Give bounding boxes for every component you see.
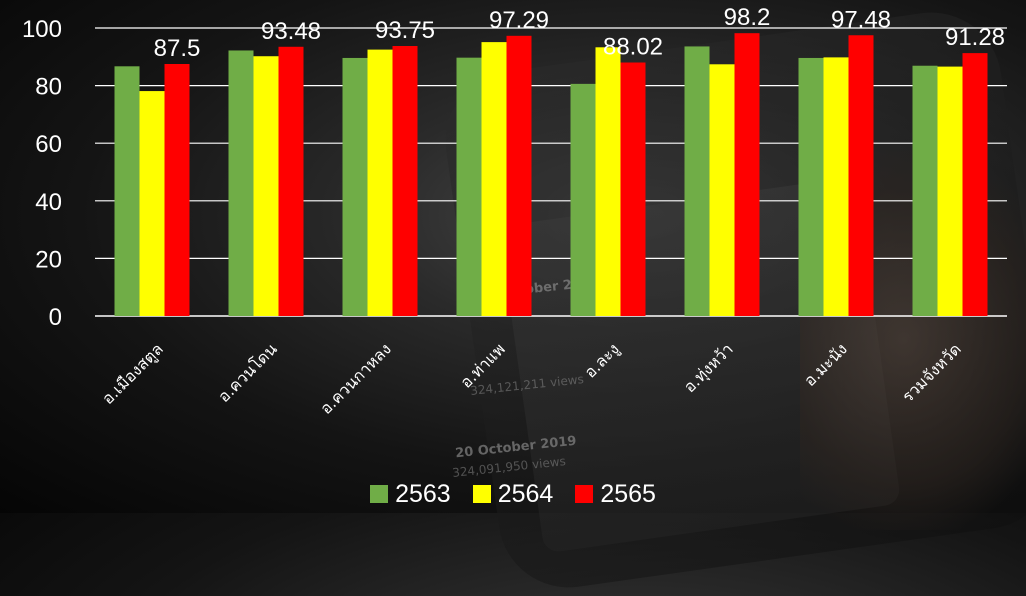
data-label: 97.48	[831, 6, 891, 33]
bar-2565	[392, 46, 418, 316]
legend-swatch	[370, 485, 389, 503]
x-tick-label: อ.ควนกาหลง	[316, 339, 395, 418]
bar-2564	[367, 49, 393, 316]
x-tick-label: อ.เมืองสตูล	[98, 339, 167, 408]
bar-2563	[570, 83, 596, 316]
y-tick-label: 60	[35, 131, 62, 158]
data-label: 87.5	[154, 35, 201, 62]
legend-swatch	[472, 485, 491, 503]
x-tick-label: อ.ละงู	[580, 339, 623, 382]
bar-2565	[962, 53, 988, 317]
bar-2563	[342, 57, 368, 317]
legend-item-2563: 2563	[370, 480, 451, 509]
x-tick-label: อ.มะนัง	[800, 339, 851, 390]
bar-2565	[506, 35, 532, 316]
bar-chart: 0 20 40 60 80 100 87.5 93.48 93.75 97.29 88.02 98.2…	[22, 4, 1005, 418]
bar-2563	[114, 66, 140, 316]
bar-2564	[823, 57, 849, 316]
data-label: 98.2	[724, 4, 771, 31]
data-label: 97.29	[489, 7, 549, 34]
legend-item-2564: 2564	[472, 479, 554, 509]
x-tick-label: อ.ท่าแพ	[456, 339, 508, 391]
legend-item-2565: 2565	[575, 480, 656, 509]
bar-2565	[620, 62, 646, 317]
bar-2563	[228, 50, 254, 317]
bar-2564	[253, 56, 279, 316]
data-label: 88.02	[603, 34, 663, 61]
legend-label: 2564	[497, 479, 554, 508]
x-tick-label: รวมจังหวัด	[898, 339, 965, 406]
y-tick-label: 0	[49, 304, 62, 331]
legend-label: 2563	[395, 479, 451, 508]
bar-2565	[164, 64, 190, 316]
bar-2564	[709, 64, 735, 317]
y-tick-label: 20	[35, 246, 62, 273]
data-label: 93.75	[375, 17, 435, 44]
bar-2565	[848, 35, 874, 316]
y-tick-label: 80	[35, 74, 62, 101]
bar-2564	[481, 42, 507, 316]
bar-2565	[734, 33, 760, 317]
bar-2564	[937, 66, 963, 316]
legend-label: 2565	[600, 479, 656, 508]
legend-swatch	[575, 485, 594, 503]
bar-2563	[798, 57, 824, 317]
data-label: 93.48	[261, 18, 321, 45]
x-tick-label: อ.ทุ่งหว้า	[680, 339, 738, 397]
data-label: 91.28	[945, 24, 1005, 51]
bar-2564	[139, 91, 165, 317]
chart-legend: 2563 2564 2565	[0, 478, 1026, 510]
bar-2563	[912, 65, 938, 316]
bar-2563	[684, 46, 710, 316]
y-tick-label: 100	[22, 16, 62, 43]
x-tick-label: อ.ควนโดน	[214, 339, 281, 406]
bar-2564	[595, 47, 621, 317]
bar-2563	[456, 57, 482, 316]
y-tick-label: 40	[35, 189, 62, 216]
bar-2565	[278, 46, 304, 317]
